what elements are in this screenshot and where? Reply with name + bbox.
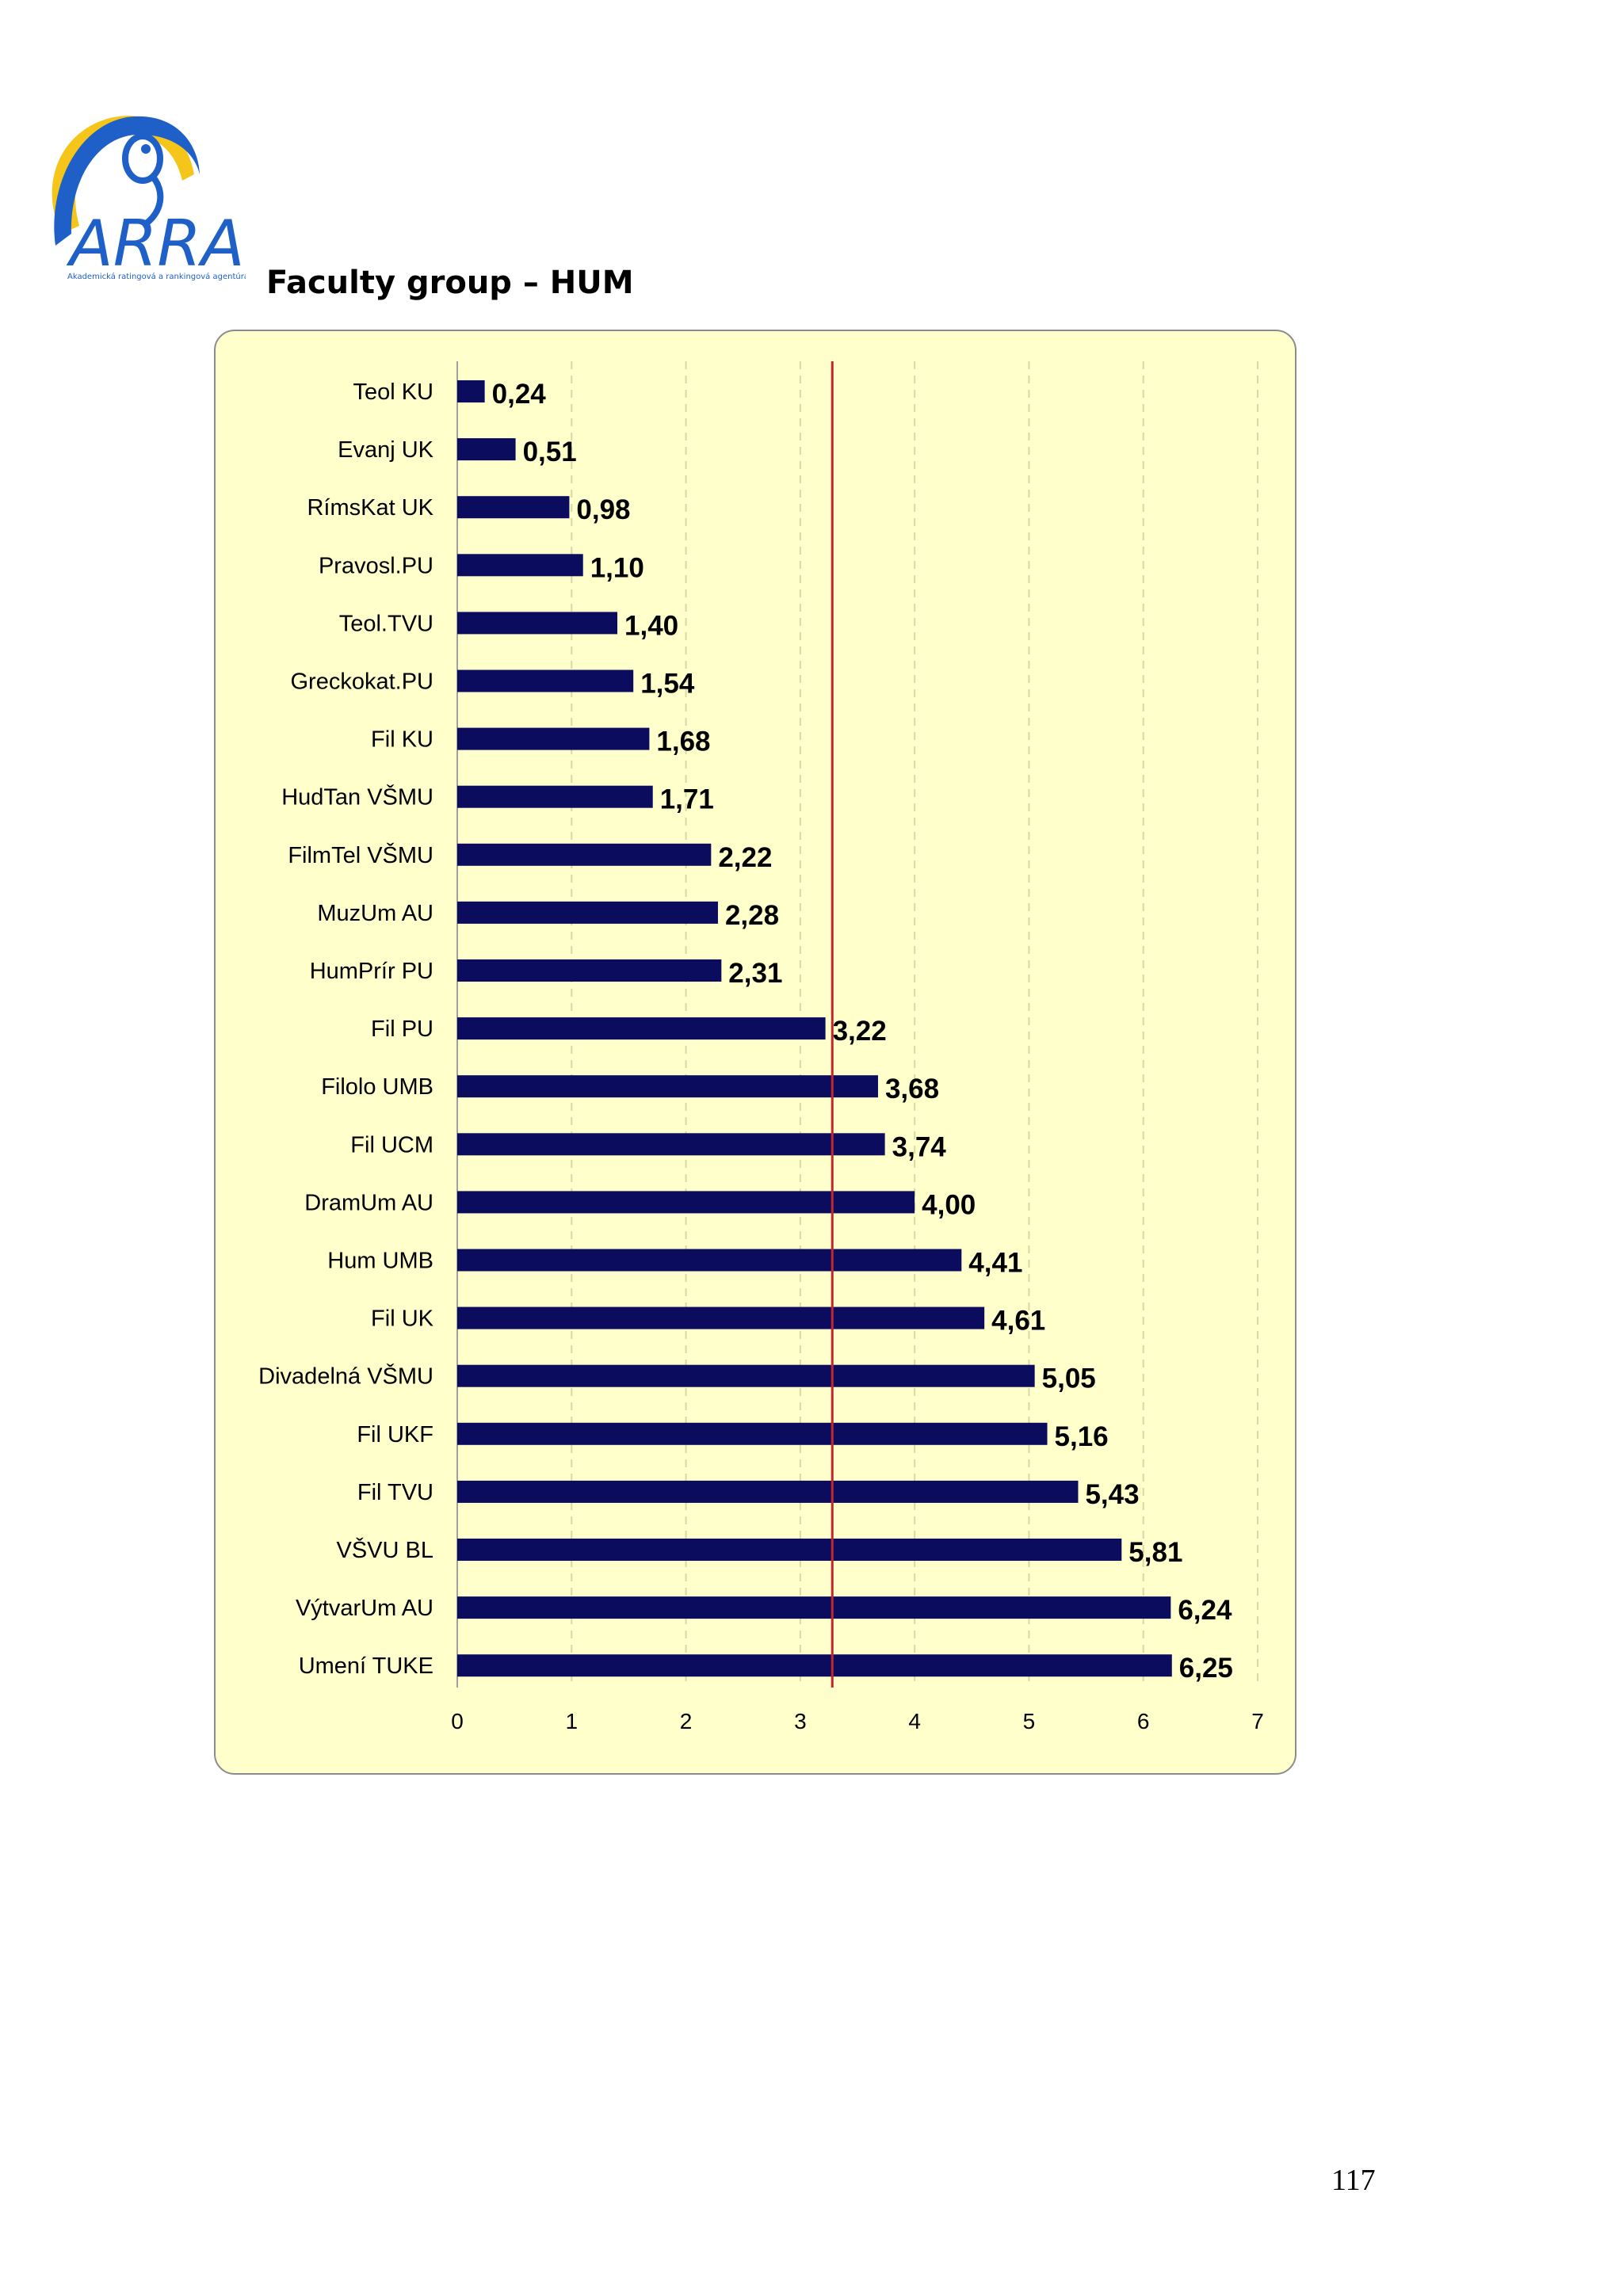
value-label: 5,81 bbox=[1128, 1537, 1182, 1568]
x-tick-label: 2 bbox=[680, 1709, 693, 1733]
bar bbox=[457, 612, 617, 635]
value-label: 3,74 bbox=[892, 1131, 947, 1162]
category-label: Fil UK bbox=[371, 1306, 434, 1332]
value-label: 5,16 bbox=[1055, 1421, 1109, 1452]
category-label: HudTan VŠMU bbox=[281, 784, 433, 810]
value-label: 0,51 bbox=[523, 437, 577, 467]
bar bbox=[457, 380, 485, 402]
category-label: Fil UCM bbox=[350, 1132, 433, 1158]
value-label: 5,43 bbox=[1085, 1479, 1139, 1510]
category-label: Evanj UK bbox=[338, 437, 434, 463]
logo-brand-text: ARRA bbox=[66, 207, 245, 280]
value-label: 3,68 bbox=[885, 1074, 939, 1104]
x-tick-label: 4 bbox=[908, 1709, 921, 1733]
bar bbox=[457, 959, 722, 982]
category-label: VŠVU BL bbox=[337, 1536, 434, 1563]
bar bbox=[457, 1596, 1171, 1619]
chart-frame bbox=[214, 330, 1296, 1775]
value-label: 4,61 bbox=[991, 1306, 1045, 1337]
bar bbox=[457, 1249, 962, 1272]
category-label: DramUm AU bbox=[304, 1190, 433, 1215]
category-label: Fil UKF bbox=[357, 1422, 433, 1447]
category-label: MuzUm AU bbox=[317, 901, 433, 926]
value-label: 2,31 bbox=[728, 958, 782, 989]
value-label: 1,68 bbox=[656, 727, 710, 757]
category-label: VýtvarUm AU bbox=[296, 1596, 433, 1621]
value-label: 1,71 bbox=[660, 784, 714, 815]
page-heading: Faculty group – HUM bbox=[266, 265, 634, 301]
value-label: 2,28 bbox=[725, 900, 779, 931]
value-label: 1,54 bbox=[640, 669, 695, 700]
value-label: 6,25 bbox=[1179, 1653, 1233, 1684]
category-label: HumPrír PU bbox=[310, 959, 433, 984]
logo-tagline: Akademická ratingová a rankingová agentú… bbox=[67, 272, 246, 281]
category-label: Greckokat.PU bbox=[291, 669, 434, 695]
value-label: 1,10 bbox=[590, 552, 644, 583]
category-label: Fil KU bbox=[371, 727, 433, 753]
bar bbox=[457, 1133, 885, 1156]
value-label: 1,40 bbox=[624, 610, 678, 641]
bar bbox=[457, 1364, 1035, 1387]
category-label: Hum UMB bbox=[327, 1249, 433, 1274]
x-tick-label: 7 bbox=[1251, 1709, 1264, 1733]
category-label: FilmTel VŠMU bbox=[288, 841, 433, 868]
arra-logo: ARRA Akademická ratingová a rankingová a… bbox=[52, 116, 246, 281]
x-tick-label: 0 bbox=[451, 1709, 464, 1733]
bar bbox=[457, 554, 583, 577]
category-label: Filolo UMB bbox=[321, 1074, 433, 1100]
bar bbox=[457, 1539, 1122, 1561]
bar bbox=[457, 496, 570, 519]
bar bbox=[457, 843, 712, 866]
category-label: Teol.TVU bbox=[339, 611, 433, 636]
value-label: 4,00 bbox=[922, 1189, 976, 1220]
x-tick-label: 6 bbox=[1137, 1709, 1150, 1733]
bar bbox=[457, 1306, 985, 1329]
page-number: 117 bbox=[1331, 2164, 1376, 2197]
bar bbox=[457, 1654, 1172, 1677]
category-label: Divadelná VŠMU bbox=[258, 1363, 433, 1390]
value-label: 0,98 bbox=[576, 494, 630, 525]
x-tick-label: 1 bbox=[565, 1709, 578, 1733]
value-label: 3,22 bbox=[833, 1016, 887, 1047]
x-tick-label: 5 bbox=[1023, 1709, 1036, 1733]
value-label: 0,24 bbox=[492, 379, 547, 410]
bar bbox=[457, 669, 634, 692]
bar bbox=[457, 901, 718, 924]
category-label: Umení TUKE bbox=[299, 1653, 433, 1679]
value-label: 4,41 bbox=[968, 1248, 1022, 1279]
category-label: Fil TVU bbox=[357, 1480, 433, 1505]
category-label: Teol KU bbox=[353, 379, 433, 405]
bar bbox=[457, 1075, 878, 1098]
bar bbox=[457, 785, 653, 808]
bar bbox=[457, 1191, 915, 1214]
bar bbox=[457, 1422, 1048, 1445]
category-label: Pravosl.PU bbox=[319, 553, 433, 578]
bar bbox=[457, 727, 650, 750]
x-tick-label: 3 bbox=[794, 1709, 807, 1733]
value-label: 6,24 bbox=[1178, 1595, 1232, 1626]
bar bbox=[457, 438, 516, 461]
category-label: RímsKat UK bbox=[307, 495, 433, 521]
value-label: 5,05 bbox=[1042, 1363, 1096, 1394]
bar bbox=[457, 1017, 826, 1040]
category-label: Fil PU bbox=[371, 1016, 433, 1042]
bar bbox=[457, 1480, 1079, 1503]
value-label: 2,22 bbox=[718, 842, 772, 873]
